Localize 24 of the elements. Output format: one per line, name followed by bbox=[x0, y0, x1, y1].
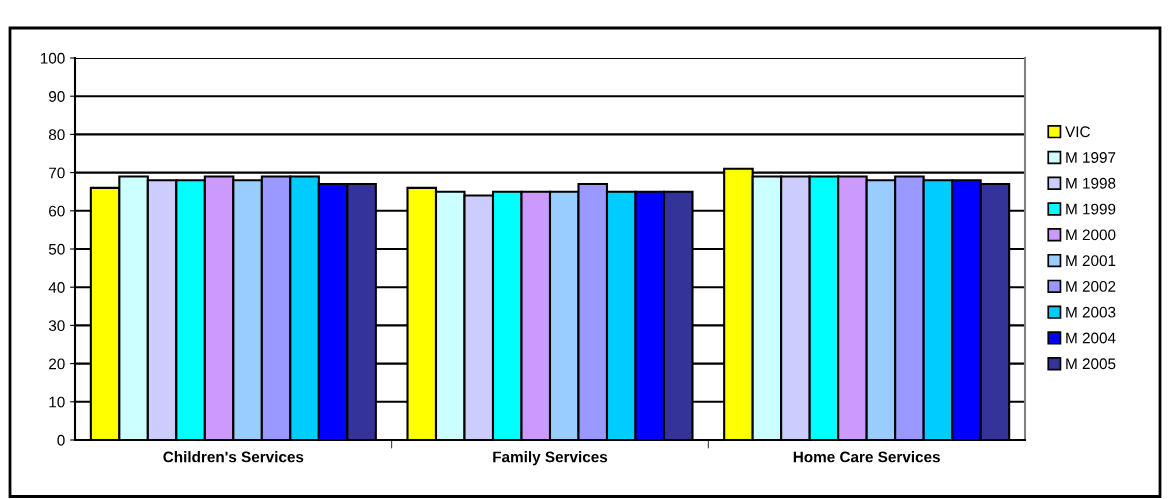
y-tick-label: 20 bbox=[49, 358, 65, 370]
legend-label: M 1998 bbox=[1066, 177, 1116, 189]
y-tick-label: 0 bbox=[57, 434, 65, 446]
y-tick-label: 30 bbox=[48, 320, 65, 332]
y-tick-label: 80 bbox=[48, 129, 65, 141]
y-tick-label: 100 bbox=[40, 52, 65, 64]
legend-label: M 2005 bbox=[1066, 358, 1116, 370]
y-tick-label: 50 bbox=[48, 243, 65, 255]
y-tick-label: 70 bbox=[49, 167, 65, 179]
legend-label: M 1997 bbox=[1066, 152, 1116, 163]
legend-label: M 2000 bbox=[1066, 229, 1116, 241]
legend-label: VIC bbox=[1065, 126, 1090, 138]
x-tick-label: Family Services bbox=[493, 451, 608, 466]
y-tick-label: 40 bbox=[48, 282, 65, 293]
legend-label: M 2003 bbox=[1066, 306, 1116, 318]
x-tick-label: Children's Services bbox=[163, 451, 304, 463]
y-tick-label: 60 bbox=[49, 205, 65, 217]
y-tick-label: 10 bbox=[49, 396, 65, 408]
legend-label: M 2004 bbox=[1066, 332, 1116, 344]
legend-label: M 2002 bbox=[1066, 280, 1116, 292]
x-tick-label: Home Care Services bbox=[793, 451, 940, 463]
y-tick-label: 90 bbox=[49, 91, 65, 102]
legend-label: M 1999 bbox=[1066, 203, 1116, 215]
legend-label: M 2001 bbox=[1066, 255, 1116, 267]
